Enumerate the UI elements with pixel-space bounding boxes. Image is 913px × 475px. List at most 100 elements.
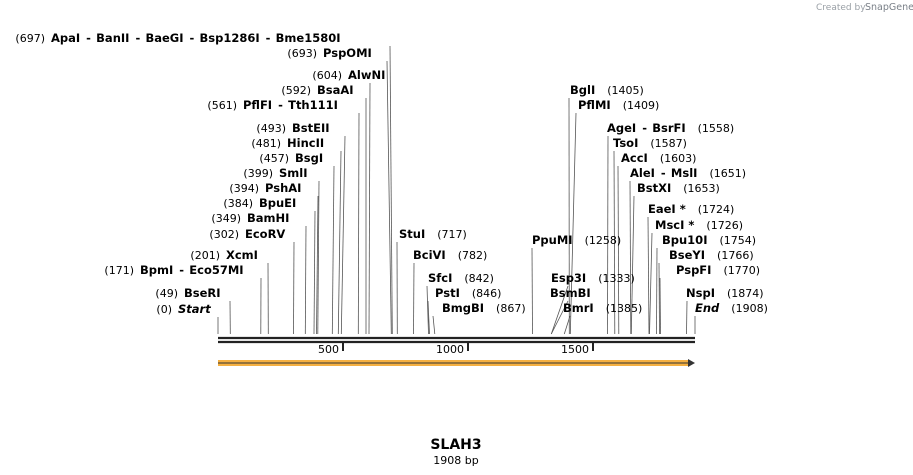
site-position-label: (1587): [650, 137, 687, 150]
cut-line-vertical: [432, 315, 436, 335]
cut-line-vertical: [617, 165, 620, 335]
enzyme-bmgbi[interactable]: BmgBI: [442, 301, 484, 315]
enzyme-pshai[interactable]: PshAI: [265, 181, 301, 195]
site-position-label: (481): [251, 137, 281, 150]
enzyme-bsaai[interactable]: BsaAI: [317, 83, 354, 97]
dna-backbone: [218, 336, 695, 344]
enzyme-bsgi[interactable]: BsgI: [295, 151, 323, 165]
enzyme-bseri[interactable]: BseRI: [184, 286, 221, 300]
enzyme-ecorv[interactable]: EcoRV: [245, 227, 285, 241]
site-position-label: (49): [155, 287, 178, 300]
enzyme-stui[interactable]: StuI: [399, 227, 425, 241]
enzyme-pflmi[interactable]: PflMI: [578, 98, 611, 112]
site-position-label: (697): [15, 32, 45, 45]
enzyme-psti[interactable]: PstI: [435, 286, 460, 300]
enzyme-bseyi[interactable]: BseYI: [669, 248, 705, 262]
site-position-label: (1754): [719, 234, 756, 247]
enzyme-hincii[interactable]: HincII: [287, 136, 324, 150]
scale-tick-label: 1000: [436, 343, 464, 356]
enzyme-bpu10i[interactable]: Bpu10I: [662, 233, 707, 247]
cut-line-vertical: [656, 247, 658, 335]
name-separator: -: [135, 31, 140, 45]
cut-line-vertical: [607, 135, 609, 335]
enzyme-pspfi[interactable]: PspFI: [676, 263, 711, 277]
enzyme-bstxi[interactable]: BstXI: [637, 181, 671, 195]
site-position-label: (846): [472, 287, 502, 300]
site-position-label: (201): [190, 249, 220, 262]
enzyme-sfci[interactable]: SfcI: [428, 271, 452, 285]
cut-line-vertical: [647, 216, 650, 335]
enzyme-eco57mi[interactable]: Eco57MI: [189, 263, 243, 277]
site-position-label: (842): [464, 272, 494, 285]
name-separator: -: [266, 31, 271, 45]
enzyme-bme1580i[interactable]: Bme1580I: [276, 31, 341, 45]
cut-line-vertical: [630, 195, 635, 335]
enzyme-agei[interactable]: AgeI: [607, 121, 636, 135]
enzyme-msci[interactable]: MscI *: [655, 218, 694, 232]
cut-line-vertical: [317, 180, 320, 335]
enzyme-bpmi[interactable]: BpmI: [140, 263, 173, 277]
enzyme-bsrfi[interactable]: BsrFI: [652, 121, 685, 135]
feature-arrow-icon: [688, 359, 695, 367]
enzyme-bamhi[interactable]: BamHI: [247, 211, 289, 225]
enzyme-bmri[interactable]: BmrI: [563, 301, 594, 315]
brand-text: SnapGene: [865, 2, 913, 13]
enzyme-bgli[interactable]: BglI: [570, 83, 595, 97]
enzyme-nspi[interactable]: NspI: [686, 286, 715, 300]
sequence-title: SLAH3: [430, 437, 481, 453]
enzyme-pspomi[interactable]: PspOMI: [323, 46, 372, 60]
enzyme-pflfi[interactable]: PflFI: [243, 98, 272, 112]
site-position-label: (399): [243, 167, 273, 180]
cut-site-lines: [217, 45, 696, 335]
site-position-label: (171): [104, 264, 134, 277]
site-position-label: (1651): [709, 167, 746, 180]
enzyme-bsteii[interactable]: BstEII: [292, 121, 330, 135]
enzyme-msli[interactable]: MslI: [671, 166, 698, 180]
site-position-label: (1558): [698, 122, 735, 135]
name-separator: -: [642, 121, 647, 135]
enzyme-banii[interactable]: BanII: [96, 31, 129, 45]
site-position-label: (493): [256, 122, 286, 135]
site-labels: (0) Start(49) BseRI (171) BpmI - Eco57MI(201) X…: [15, 31, 767, 316]
cds-feature[interactable]: [218, 359, 695, 367]
site-position-label: (782): [458, 249, 488, 262]
site-position-label: (1724): [698, 203, 735, 216]
cut-line-vertical: [550, 285, 569, 335]
site-position-label: (561): [207, 99, 237, 112]
cut-line-vertical: [340, 135, 346, 335]
scale-tick-label: 500: [318, 343, 339, 356]
site-position-label: (1908): [731, 302, 768, 315]
site-position-label: (384): [223, 197, 253, 210]
enzyme-bsmbi[interactable]: BsmBI: [550, 286, 591, 300]
enzyme-tsoi[interactable]: TsoI: [613, 136, 638, 150]
enzyme-eaei[interactable]: EaeI *: [648, 202, 686, 216]
enzyme-esp3i[interactable]: Esp3I: [551, 271, 586, 285]
scale-ticks: 500 1000 1500: [318, 343, 594, 356]
site-position-label: (1333): [598, 272, 635, 285]
name-separator: -: [190, 31, 195, 45]
site-position-label: (717): [437, 228, 467, 241]
enzyme-smli[interactable]: SmlI: [279, 166, 308, 180]
enzyme-bpuei[interactable]: BpuEI: [259, 196, 296, 210]
site-position-label: (1409): [623, 99, 660, 112]
enzyme-tth111i[interactable]: Tth111I: [288, 98, 338, 112]
enzyme-baegi[interactable]: BaeGI: [145, 31, 183, 45]
enzyme-end[interactable]: End: [695, 301, 720, 315]
site-position-label: (693): [287, 47, 317, 60]
name-separator: -: [661, 166, 666, 180]
enzyme-xcmi[interactable]: XcmI: [226, 248, 258, 262]
enzyme-alei[interactable]: AleI: [630, 166, 655, 180]
enzyme-ppumi[interactable]: PpuMI: [532, 233, 573, 247]
site-position-label: (302): [209, 228, 239, 241]
enzyme-bcivi[interactable]: BciVI: [413, 248, 446, 262]
cut-line-vertical: [413, 262, 415, 335]
enzyme-apai[interactable]: ApaI: [51, 31, 80, 45]
enzyme-alwni[interactable]: AlwNI: [348, 68, 385, 82]
enzyme-start[interactable]: Start: [178, 302, 211, 316]
site-position-label: (867): [496, 302, 526, 315]
site-position-label: (0): [156, 303, 172, 316]
site-position-label: (592): [281, 84, 311, 97]
enzyme-acci[interactable]: AccI: [621, 151, 648, 165]
site-position-label: (1770): [723, 264, 760, 277]
enzyme-bsp1286i[interactable]: Bsp1286I: [200, 31, 260, 45]
